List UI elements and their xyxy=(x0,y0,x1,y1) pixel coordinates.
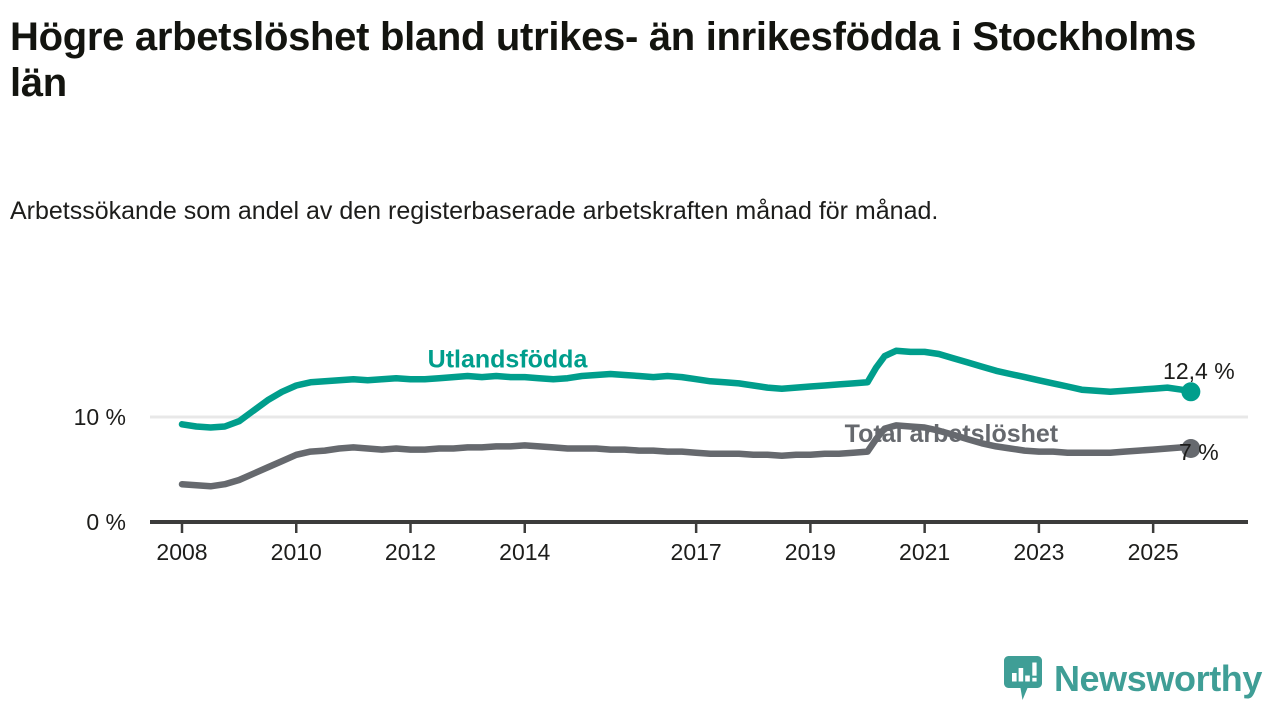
y-axis-tick-labels: 0 % 10 % xyxy=(74,404,126,535)
series-inline-label: Total arbetslöshet xyxy=(845,420,1059,448)
x-axis xyxy=(150,520,1248,533)
endpoint-dot-total-arbetslöshet xyxy=(1181,439,1201,458)
series-line-utlandsfödda xyxy=(178,347,1195,431)
series-annotations: Utlandsfödda Total arbetslöshet 12,4 % 7 % xyxy=(428,346,1235,465)
y-tick-label: 10 % xyxy=(74,404,126,430)
line-chart: 0 % 10 % 2008 2010 2012 2014 2017 2019 2021 2023… xyxy=(74,346,1248,565)
series-line-total-arbetslöshet xyxy=(178,422,1195,490)
series-endpoint-dots xyxy=(1181,382,1201,458)
newsworthy-logo-text: Newsworthy xyxy=(1053,657,1262,699)
newsworthy-logo: Newsworthy xyxy=(1003,655,1262,702)
end-value-label: 12,4 % xyxy=(1163,358,1235,384)
x-tick-label: 2014 xyxy=(499,539,550,565)
series-inline-label: Utlandsfödda xyxy=(428,346,589,374)
x-tick-label: 2021 xyxy=(899,539,950,565)
page-title: Högre arbetslöshet bland utrikes- än inr… xyxy=(10,15,1197,105)
x-tick-label: 2019 xyxy=(785,539,836,565)
x-tick-label: 2017 xyxy=(671,539,722,565)
x-tick-label: 2012 xyxy=(385,539,436,565)
x-tick-label: 2008 xyxy=(156,539,207,565)
endpoint-dot-utlandsfödda xyxy=(1181,382,1201,402)
x-tick-label: 2010 xyxy=(271,539,322,565)
x-axis-tick-labels: 2008 2010 2012 2014 2017 2019 2021 2023 2025 xyxy=(156,539,1178,565)
x-tick-label: 2025 xyxy=(1128,539,1179,565)
chart-area: 0 % 10 % 2008 2010 2012 2014 2017 2019 2021 2023… xyxy=(0,300,1280,590)
chart-subtitle: Arbetssökande som andel av den registerb… xyxy=(10,197,939,225)
newsworthy-bar-chart-bubble-icon xyxy=(1003,656,1042,700)
end-value-label: 7 % xyxy=(1179,439,1219,465)
series-lines xyxy=(178,347,1195,490)
y-tick-label: 0 % xyxy=(86,509,126,535)
x-tick-label: 2023 xyxy=(1013,539,1064,565)
header: Högre arbetslöshet bland utrikes- än inr… xyxy=(10,14,1210,106)
